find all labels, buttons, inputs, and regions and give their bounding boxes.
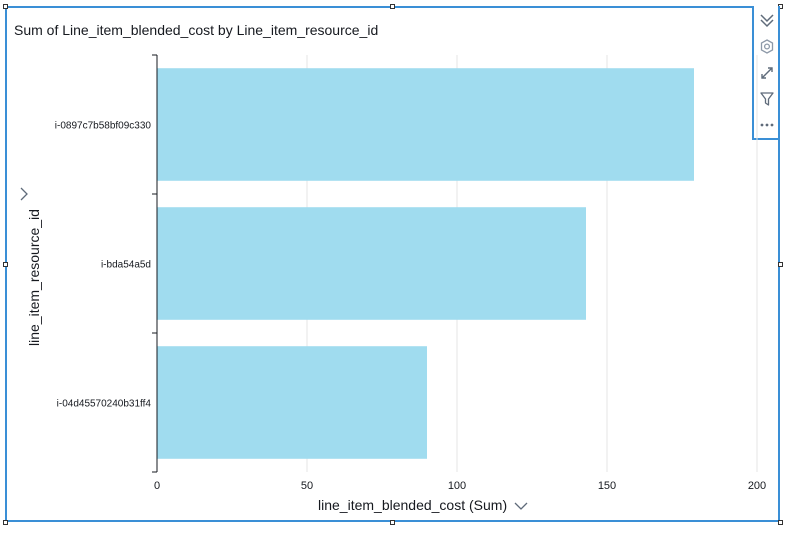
resize-handle-bottom-center[interactable] <box>390 520 395 525</box>
expand-icon[interactable] <box>757 64 777 82</box>
resize-handle-middle-right[interactable] <box>778 262 783 267</box>
resize-handle-middle-left[interactable] <box>3 262 8 267</box>
chevron-down-icon[interactable] <box>513 499 529 513</box>
resize-handle-bottom-right[interactable] <box>778 520 783 525</box>
y-tick-label: i-bda54a5d <box>101 260 151 271</box>
more-options-icon[interactable] <box>757 116 777 134</box>
chevron-right-icon[interactable] <box>17 186 31 202</box>
bar[interactable] <box>157 68 694 181</box>
bar[interactable] <box>157 346 427 459</box>
filter-icon[interactable] <box>757 90 777 108</box>
x-axis-title[interactable]: line_item_blended_cost (Sum) <box>318 497 508 513</box>
y-tick-label: i-04d45570240b31ff4 <box>57 399 152 410</box>
resize-handle-top-left[interactable] <box>3 4 8 9</box>
bar[interactable] <box>157 207 586 320</box>
x-tick-label: 0 <box>154 480 160 492</box>
collapse-icon[interactable] <box>757 12 777 30</box>
resize-handle-top-center[interactable] <box>390 4 395 9</box>
x-tick-label: 150 <box>598 480 616 492</box>
chart-title: Sum of Line_item_blended_cost by Line_it… <box>14 22 379 38</box>
x-tick-label: 100 <box>448 480 466 492</box>
y-axis-title[interactable]: line_item_resource_id <box>26 209 42 346</box>
x-tick-label: 50 <box>301 480 313 492</box>
x-tick-label: 200 <box>748 480 766 492</box>
resize-handle-bottom-left[interactable] <box>3 520 8 525</box>
settings-icon[interactable] <box>757 38 777 56</box>
y-tick-label: i-0897c7b58bf09c330 <box>55 121 152 132</box>
